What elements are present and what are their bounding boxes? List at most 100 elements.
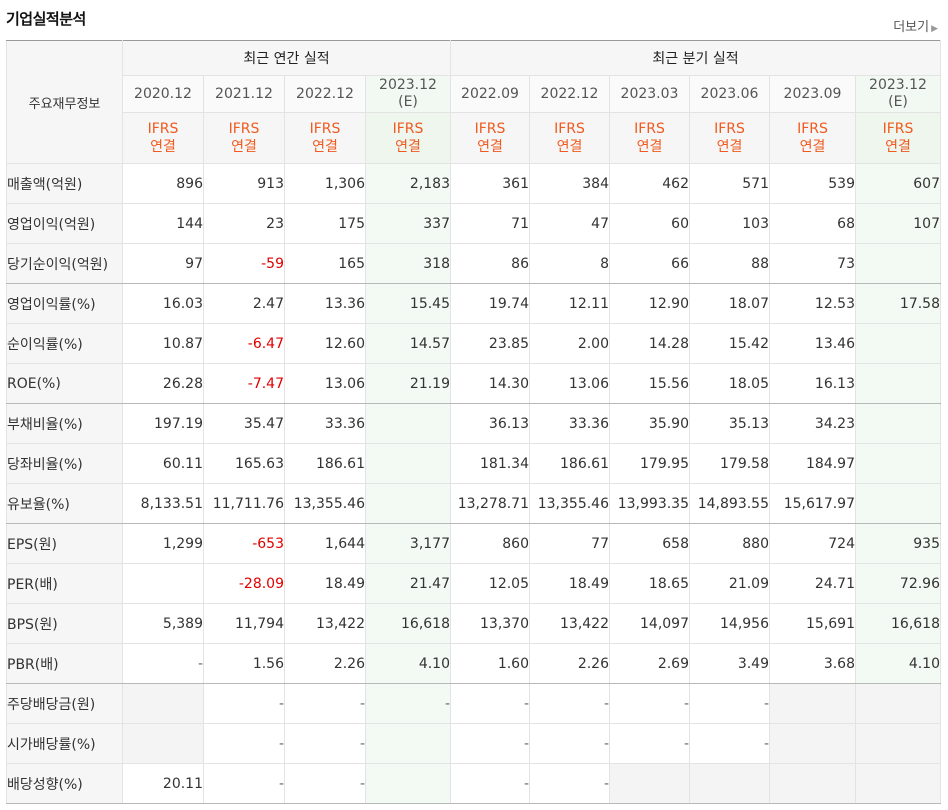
consolidated-label: 연결 xyxy=(716,139,743,155)
value-cell xyxy=(855,443,941,484)
value-cell: - xyxy=(529,763,610,804)
value-cell: 18.49 xyxy=(529,563,610,604)
value-cell xyxy=(855,363,941,404)
value-cell: 361 xyxy=(450,163,530,204)
value-cell: 2.69 xyxy=(609,643,690,684)
row-label: ROE(%) xyxy=(6,363,123,404)
value-cell: - xyxy=(689,723,770,764)
value-cell: 13,355.46 xyxy=(284,483,366,524)
value-cell: 35.47 xyxy=(203,403,285,444)
value-cell xyxy=(855,323,941,364)
ifrs-header: IFRS 연결 xyxy=(689,112,770,164)
ifrs-label: IFRS xyxy=(714,121,745,137)
table-row: 주당배당금(원) - - - - - - - xyxy=(6,683,941,724)
period-label: 2023.03 xyxy=(620,85,679,102)
value-cell: -59 xyxy=(203,243,285,284)
value-cell: 33.36 xyxy=(284,403,366,444)
value-cell: 72.96 xyxy=(855,563,941,604)
value-cell: 175 xyxy=(284,203,366,244)
value-cell: 15.45 xyxy=(365,283,451,324)
value-cell: 13,370 xyxy=(450,603,530,644)
value-cell: - xyxy=(122,643,204,684)
row-label: 영업이익(억원) xyxy=(6,203,123,244)
ifrs-header: IFRS 연결 xyxy=(365,112,451,164)
value-cell: 103 xyxy=(689,203,770,244)
value-cell: 935 xyxy=(855,523,941,564)
value-cell: 77 xyxy=(529,523,610,564)
value-cell xyxy=(122,683,204,724)
period-label: 2023.06 xyxy=(700,85,759,102)
value-cell: 60.11 xyxy=(122,443,204,484)
value-cell: 2.26 xyxy=(284,643,366,684)
more-label[interactable]: 더보기 xyxy=(893,20,930,35)
period-label: 2022.12 xyxy=(540,85,599,102)
annual-group-header: 최근 연간 실적 xyxy=(122,40,451,76)
value-cell: 462 xyxy=(609,163,690,204)
row-label: PER(배) xyxy=(6,563,123,604)
value-cell xyxy=(769,763,856,804)
value-cell: 13,422 xyxy=(284,603,366,644)
value-cell: 197.19 xyxy=(122,403,204,444)
period-header: 2023.09 xyxy=(769,75,856,113)
value-cell: 2.26 xyxy=(529,643,610,684)
value-cell: - xyxy=(689,683,770,724)
value-cell: 13.06 xyxy=(529,363,610,404)
value-cell: 186.61 xyxy=(284,443,366,484)
ifrs-header: IFRS 연결 xyxy=(529,112,610,164)
table-row: BPS(원) 5,389 11,794 13,422 16,618 13,370 13,42… xyxy=(6,603,941,644)
period-label: 2023.12 xyxy=(379,77,437,93)
value-cell: 860 xyxy=(450,523,530,564)
period-label: 2023.12 xyxy=(869,77,927,93)
value-cell: 23 xyxy=(203,203,285,244)
value-cell: 33.36 xyxy=(529,403,610,444)
value-cell: - xyxy=(529,683,610,724)
ifrs-label: IFRS xyxy=(309,121,341,137)
value-cell: 18.05 xyxy=(689,363,770,404)
value-cell: 26.28 xyxy=(122,363,204,404)
value-cell: 12.05 xyxy=(450,563,530,604)
ifrs-header: IFRS 연결 xyxy=(855,112,941,164)
ifrs-header: IFRS 연결 xyxy=(769,112,856,164)
table-row: 시가배당률(%) - - - - - - xyxy=(6,723,941,764)
row-label: 영업이익률(%) xyxy=(6,283,123,324)
consolidated-label: 연결 xyxy=(231,139,257,155)
more-link[interactable]: 더보기 ▶ xyxy=(893,16,938,35)
value-cell: 23.85 xyxy=(450,323,530,364)
chevron-right-icon: ▶ xyxy=(931,24,938,34)
value-cell xyxy=(365,723,451,764)
consolidated-label: 연결 xyxy=(312,139,338,155)
value-cell: 14,956 xyxy=(689,603,770,644)
value-cell: 318 xyxy=(365,243,451,284)
value-cell: 179.58 xyxy=(689,443,770,484)
value-cell: 60 xyxy=(609,203,690,244)
value-cell: - xyxy=(609,723,690,764)
value-cell: 68 xyxy=(769,203,856,244)
value-cell: 12.11 xyxy=(529,283,610,324)
value-cell xyxy=(855,683,941,724)
ifrs-label: IFRS xyxy=(554,121,585,137)
value-cell: 12.60 xyxy=(284,323,366,364)
value-cell: - xyxy=(284,723,366,764)
consolidated-label: 연결 xyxy=(799,139,826,155)
period-label: 2023.09 xyxy=(783,85,842,102)
value-cell: 14.57 xyxy=(365,323,451,364)
value-cell: - xyxy=(450,683,530,724)
value-cell: 15.42 xyxy=(689,323,770,364)
consolidated-label: 연결 xyxy=(477,139,503,155)
row-label: 부채비율(%) xyxy=(6,403,123,444)
value-cell: 18.49 xyxy=(284,563,366,604)
period-label: 2022.12 xyxy=(296,85,354,102)
value-cell: 607 xyxy=(855,163,941,204)
value-cell: 1,299 xyxy=(122,523,204,564)
value-cell: 20.11 xyxy=(122,763,204,804)
value-cell xyxy=(365,443,451,484)
row-label: 유보율(%) xyxy=(6,483,123,524)
value-cell: - xyxy=(365,683,451,724)
value-cell: 12.90 xyxy=(609,283,690,324)
value-cell: 47 xyxy=(529,203,610,244)
row-label: 당좌비율(%) xyxy=(6,443,123,484)
ifrs-header: IFRS 연결 xyxy=(203,112,285,164)
value-cell: 2.00 xyxy=(529,323,610,364)
value-cell: 16,618 xyxy=(855,603,941,644)
row-label: PBR(배) xyxy=(6,643,123,684)
